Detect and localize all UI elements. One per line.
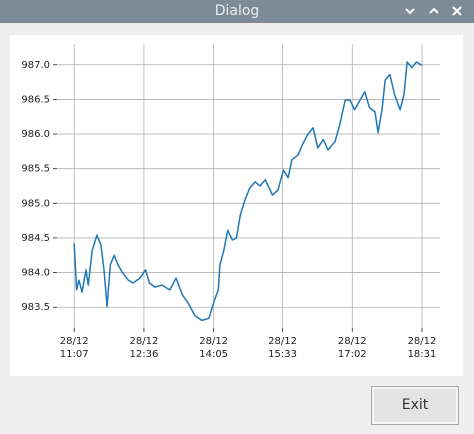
minimize-icon[interactable] — [405, 8, 415, 15]
y-tick-label: 986.0 — [21, 129, 50, 140]
window-controls — [405, 6, 462, 16]
y-tick-label: 985.5 — [21, 164, 50, 175]
y-tick-label: 987.0 — [21, 60, 50, 71]
y-tick-label: 986.5 — [21, 94, 50, 105]
y-tick-label: 984.5 — [21, 233, 50, 244]
data-line — [73, 61, 423, 322]
y-tick-label: 985.0 — [21, 198, 50, 209]
x-tick-label: 28/12 14:05 — [199, 336, 229, 360]
x-tick-label: 28/12 17:02 — [337, 336, 367, 360]
close-icon[interactable] — [452, 6, 462, 16]
maximize-icon[interactable] — [429, 7, 439, 14]
plot-area — [10, 35, 463, 376]
window-title: Dialog — [214, 3, 260, 19]
y-tick-label: 984.0 — [21, 268, 50, 279]
exit-button[interactable]: Exit — [371, 386, 459, 425]
x-tick-label: 28/12 11:07 — [59, 336, 89, 360]
x-tick-label: 28/12 15:33 — [268, 336, 297, 360]
x-tick-label: 28/12 12:36 — [129, 336, 159, 360]
y-tick-label: 983.5 — [21, 302, 50, 313]
x-tick-label: 28/12 18:31 — [407, 336, 437, 360]
title-bar: Dialog — [0, 0, 474, 23]
